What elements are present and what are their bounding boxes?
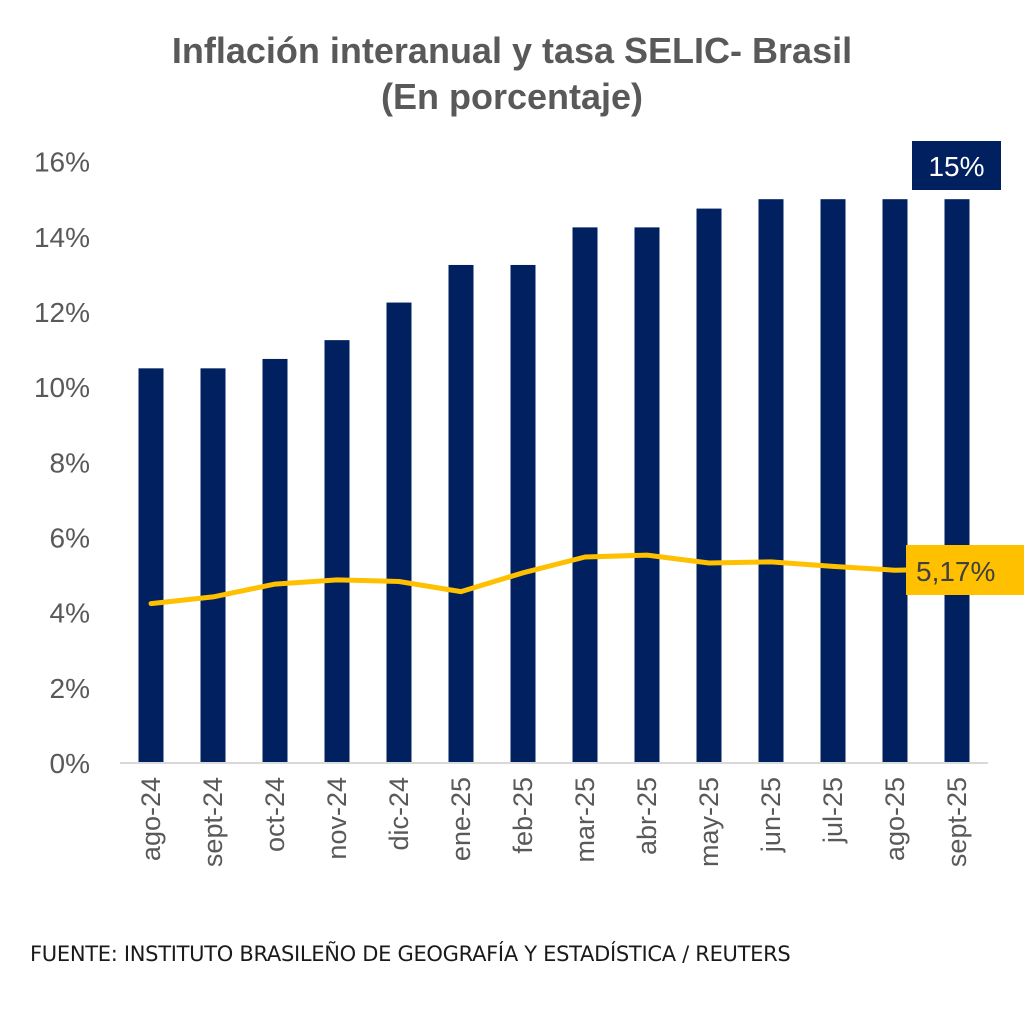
y-tick-label: 4% [50, 598, 90, 629]
x-axis: ago-24 sept-24 oct-24 nov-24 dic-24 ene-25 feb… [136, 777, 972, 867]
x-tick-label: nov-24 [322, 777, 352, 860]
x-tick-label: sept-25 [942, 777, 972, 867]
selic-bar [324, 340, 350, 763]
data-labels: 15% 5,17% [906, 141, 1024, 595]
y-tick-label: 12% [34, 297, 90, 328]
selic-bar [634, 227, 660, 764]
x-tick-label: may-25 [694, 777, 724, 867]
inflation-line [148, 552, 960, 607]
chart-plot: 0% 2% 4% 6% 8% 10% 12% 14% 16% ago-24 sept-24 oct-… [34, 141, 1024, 867]
chart-subtitle: (En porcentaje) [380, 76, 644, 117]
x-tick-label: feb-25 [508, 777, 538, 854]
y-tick-label: 14% [34, 222, 90, 253]
y-tick-label: 2% [50, 673, 90, 704]
selic-bar [572, 227, 598, 764]
x-tick-label: dic-24 [384, 777, 414, 851]
y-tick-label: 10% [34, 372, 90, 403]
selic-bar [944, 199, 970, 763]
x-tick-label: ago-24 [136, 777, 166, 861]
selic-last-label: 15% [928, 151, 984, 182]
x-tick-label: jun-25 [756, 777, 786, 853]
chart-title-block: Inflación interanual y tasa SELIC- Brasi… [0, 28, 1024, 120]
selic-bar [758, 199, 784, 763]
y-tick-label: 16% [34, 147, 90, 178]
selic-bar [138, 368, 164, 763]
x-tick-label: sept-24 [198, 777, 228, 867]
inflation-line-layer [148, 552, 960, 607]
inflation-last-label-box [906, 545, 1024, 595]
selic-bar [200, 368, 226, 763]
x-tick-label: ago-25 [880, 777, 910, 861]
x-tick-label: ene-25 [446, 777, 476, 861]
selic-last-label-box [912, 141, 1001, 190]
selic-bar [820, 199, 846, 763]
chart-title: Inflación interanual y tasa SELIC- Brasi… [171, 30, 853, 71]
source-note: FUENTE: INSTITUTO BRASILEÑO DE GEOGRAFÍA… [30, 942, 791, 966]
selic-bar [386, 302, 412, 763]
y-tick-label: 0% [50, 748, 90, 779]
selic-bars [138, 199, 970, 764]
selic-bar [882, 199, 908, 763]
selic-bar [448, 264, 474, 763]
inflation-last-label: 5,17% [916, 556, 995, 587]
selic-bar [510, 264, 536, 763]
selic-bar [696, 208, 722, 764]
x-tick-label: jul-25 [818, 777, 848, 844]
x-tick-label: oct-24 [260, 777, 290, 852]
y-tick-label: 6% [50, 522, 90, 553]
selic-bar [262, 358, 288, 763]
y-axis: 0% 2% 4% 6% 8% 10% 12% 14% 16% [34, 147, 90, 779]
x-tick-label: abr-25 [632, 777, 662, 855]
x-tick-label: mar-25 [570, 777, 600, 863]
y-tick-label: 8% [50, 447, 90, 478]
